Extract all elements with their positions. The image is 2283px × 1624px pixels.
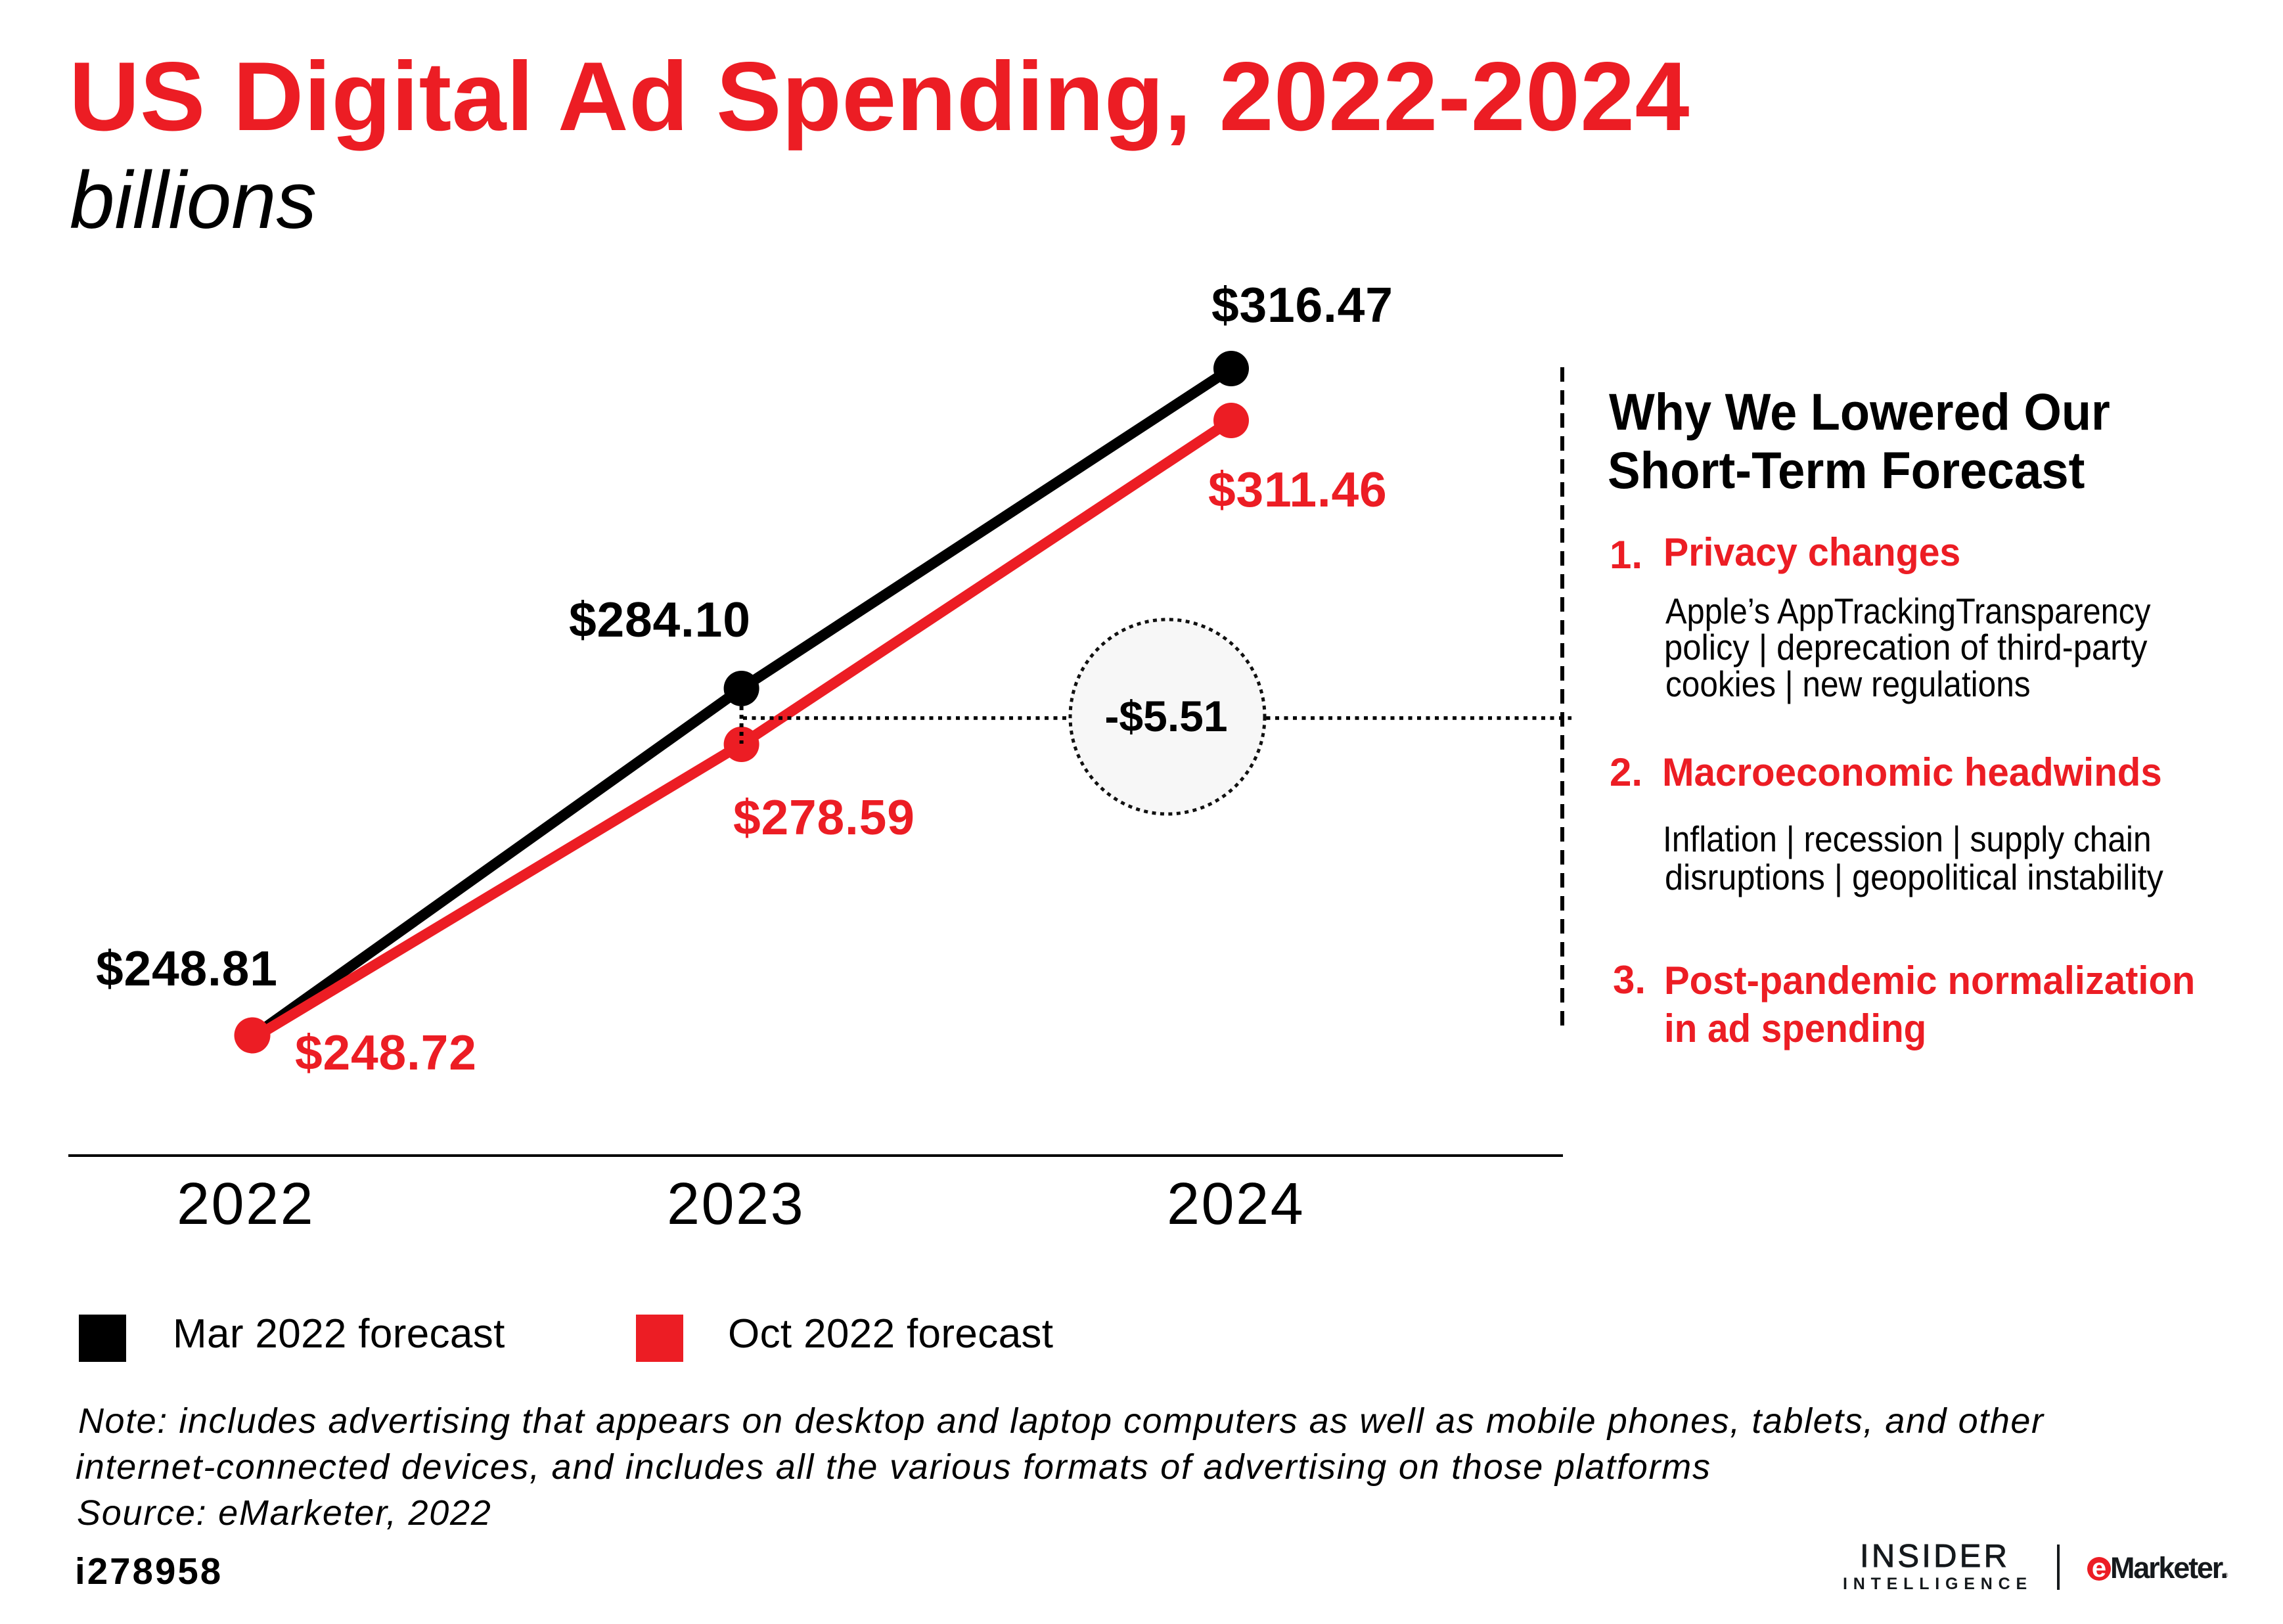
svg-text:e: e [2092, 1557, 2106, 1581]
